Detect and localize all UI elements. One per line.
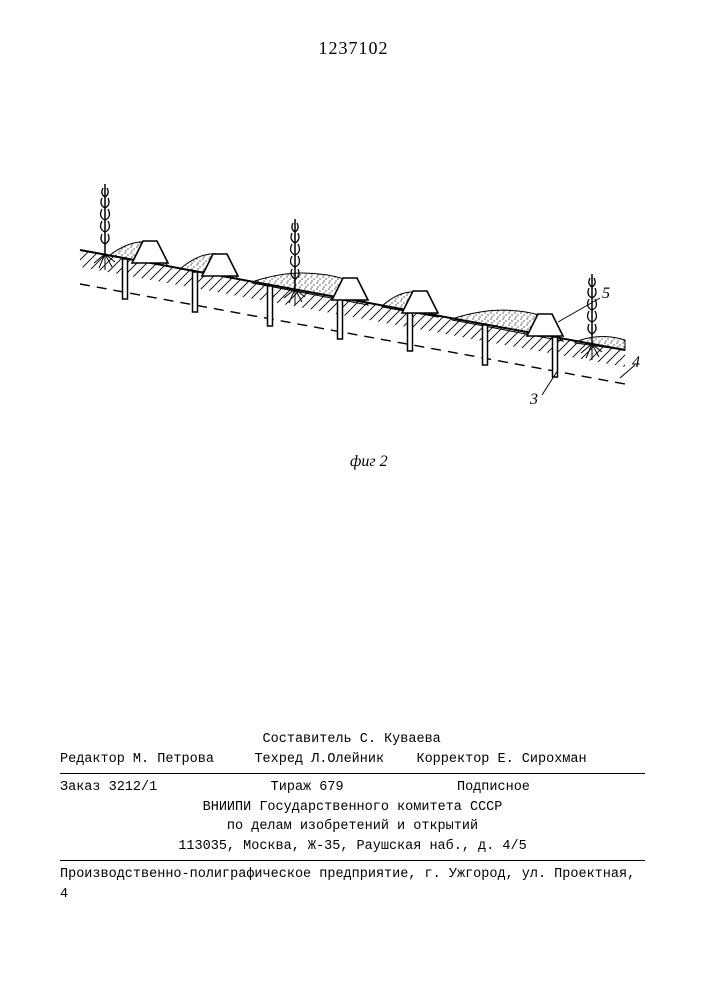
footer-block: Составитель С. Куваева Редактор М. Петро… [60,730,645,905]
corrector: Корректор Е. Сирохман [416,752,586,767]
org-line-2: по делам изобретений и открытий [60,817,645,837]
callout-4: 4 [632,354,640,372]
figure-2: 5 4 3 фиг 2 [70,120,640,470]
tirazh: Тираж 679 [271,780,344,795]
address: 113035, Москва, Ж-35, Раушская наб., д. … [60,837,645,857]
editor: Редактор М. Петрова [60,752,214,767]
callout-3: 3 [530,391,538,409]
order-num: Заказ 3212/1 [60,780,157,795]
footer-rule-1 [60,773,645,774]
footer-rule-2 [60,860,645,861]
org-line-1: ВНИИПИ Государственного комитета СССР [60,798,645,818]
subscription: Подписное [457,780,530,795]
techred: Техред Л.Олейник [254,752,384,767]
callout-5: 5 [602,285,610,303]
figure-caption: фиг 2 [350,453,388,471]
compiler: Составитель С. Куваева [263,732,441,747]
printer: Производственно-полиграфическое предприя… [60,865,645,904]
patent-number: 1237102 [0,38,707,59]
